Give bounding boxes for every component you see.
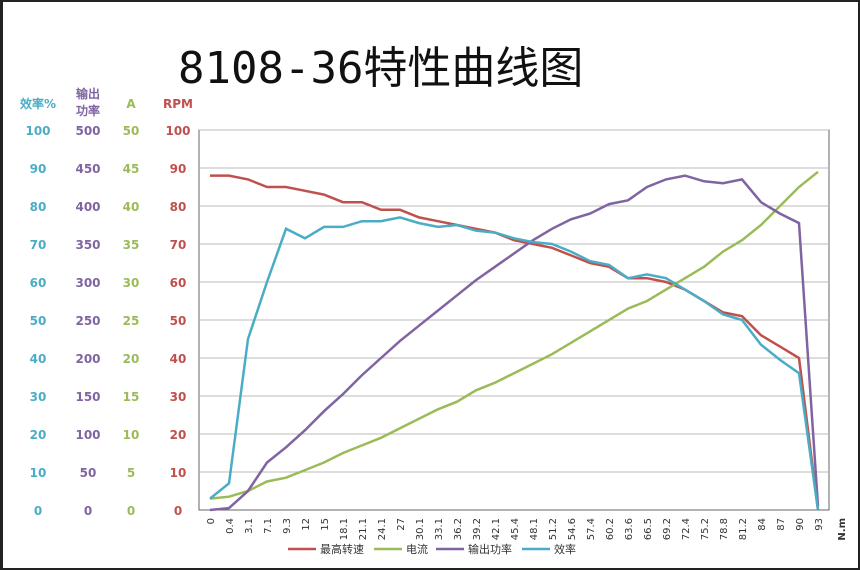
- y-tick-label: 40: [170, 352, 187, 366]
- y-tick-label: 30: [170, 390, 187, 404]
- y-tick-label: 40: [30, 352, 47, 366]
- axis-label: 输出: [76, 86, 100, 101]
- series-line-电流: [209, 170, 819, 500]
- y-tick-label: 450: [75, 162, 100, 176]
- y-tick-label: 30: [123, 276, 140, 290]
- y-tick-label: 50: [30, 314, 47, 328]
- y-tick-label: 0: [174, 504, 182, 518]
- x-tick-label: 81.2: [738, 518, 749, 540]
- x-tick-label: 9.3: [282, 518, 293, 534]
- x-tick-label: 66.5: [643, 518, 654, 540]
- y-tick-label: 20: [30, 428, 47, 442]
- x-tick-label: 69.2: [662, 518, 673, 540]
- axis-label: 功率: [76, 103, 100, 118]
- series-line-效率: [209, 216, 820, 511]
- y-tick-label: 10: [170, 466, 187, 480]
- y-tick-label: 60: [170, 276, 187, 290]
- x-tick-label: 12: [301, 518, 312, 531]
- axis-label: RPM: [163, 97, 193, 111]
- x-tick-label: 90: [795, 518, 806, 531]
- x-tick-label: 84: [757, 518, 768, 531]
- y-tick-label: 45: [123, 162, 140, 176]
- x-tick-label: 0.4: [225, 518, 236, 534]
- legend-label: 输出功率: [468, 542, 512, 556]
- x-tick-label: 30.1: [415, 518, 426, 540]
- y-tick-label: 50: [170, 314, 187, 328]
- y-tick-label: 40: [123, 200, 140, 214]
- y-tick-label: 10: [30, 466, 47, 480]
- y-tick-label: 150: [75, 390, 100, 404]
- y-tick-label: 35: [123, 238, 140, 252]
- x-tick-label: 48.1: [529, 518, 540, 540]
- y-tick-label: 10: [123, 428, 140, 442]
- x-tick-label: 54.6: [567, 518, 578, 540]
- y-tick-label: 250: [75, 314, 100, 328]
- x-tick-label: 93: [814, 518, 825, 531]
- y-tick-label: 50: [80, 466, 97, 480]
- y-tick-label: 70: [170, 238, 187, 252]
- x-tick-label: 36.2: [453, 518, 464, 540]
- line-chart: 0102030405060708090100效率%050100150200250…: [20, 86, 848, 556]
- x-tick-label: 7.1: [263, 518, 274, 534]
- x-tick-label: 3.1: [244, 518, 255, 534]
- y-tick-label: 0: [34, 504, 42, 518]
- y-tick-label: 5: [127, 466, 135, 480]
- y-tick-label: 200: [75, 352, 100, 366]
- legend-label: 效率: [554, 542, 576, 556]
- y-tick-label: 0: [84, 504, 92, 518]
- legend-label: 最高转速: [320, 542, 364, 556]
- x-tick-label: 72.4: [681, 518, 692, 540]
- x-tick-label: 75.2: [700, 518, 711, 540]
- x-tick-label: 45.4: [510, 518, 521, 540]
- y-tick-label: 20: [170, 428, 187, 442]
- y-tick-label: 0: [127, 504, 135, 518]
- x-tick-label: 42.1: [491, 518, 502, 540]
- y-tick-label: 350: [75, 238, 100, 252]
- y-tick-label: 50: [123, 124, 140, 138]
- x-tick-label: 60.2: [605, 518, 616, 540]
- axis-label: 效率%: [20, 96, 56, 111]
- x-tick-label: 27: [396, 518, 407, 531]
- y-tick-label: 300: [75, 276, 100, 290]
- legend-label: 电流: [406, 542, 428, 556]
- y-tick-label: 80: [170, 200, 187, 214]
- y-tick-label: 30: [30, 390, 47, 404]
- y-tick-label: 70: [30, 238, 47, 252]
- x-tick-label: 33.1: [434, 518, 445, 540]
- series-line-输出功率: [209, 174, 820, 512]
- x-tick-label: 51.2: [548, 518, 559, 540]
- x-tick-label: 39.2: [472, 518, 483, 540]
- x-tick-label: 24.1: [377, 518, 388, 540]
- x-axis-label: N.m: [837, 518, 848, 541]
- y-tick-label: 100: [75, 428, 100, 442]
- x-tick-label: 63.6: [624, 518, 635, 540]
- y-tick-label: 400: [75, 200, 100, 214]
- y-tick-label: 80: [30, 200, 47, 214]
- y-tick-label: 60: [30, 276, 47, 290]
- y-tick-label: 100: [25, 124, 50, 138]
- y-tick-label: 90: [170, 162, 187, 176]
- y-tick-label: 90: [30, 162, 47, 176]
- x-tick-label: 18.1: [339, 518, 350, 540]
- x-tick-label: 15: [320, 518, 331, 531]
- y-tick-label: 15: [123, 390, 140, 404]
- chart-title: 8108-36特性曲线图: [178, 43, 584, 94]
- x-tick-label: 87: [776, 518, 787, 531]
- y-tick-label: 500: [75, 124, 100, 138]
- y-tick-label: 100: [165, 124, 190, 138]
- axis-label: A: [126, 97, 136, 111]
- x-tick-label: 0: [206, 518, 217, 524]
- y-tick-label: 25: [123, 314, 140, 328]
- x-tick-label: 57.4: [586, 518, 597, 540]
- y-tick-label: 20: [123, 352, 140, 366]
- x-tick-label: 21.1: [358, 518, 369, 540]
- x-tick-label: 78.8: [719, 518, 730, 540]
